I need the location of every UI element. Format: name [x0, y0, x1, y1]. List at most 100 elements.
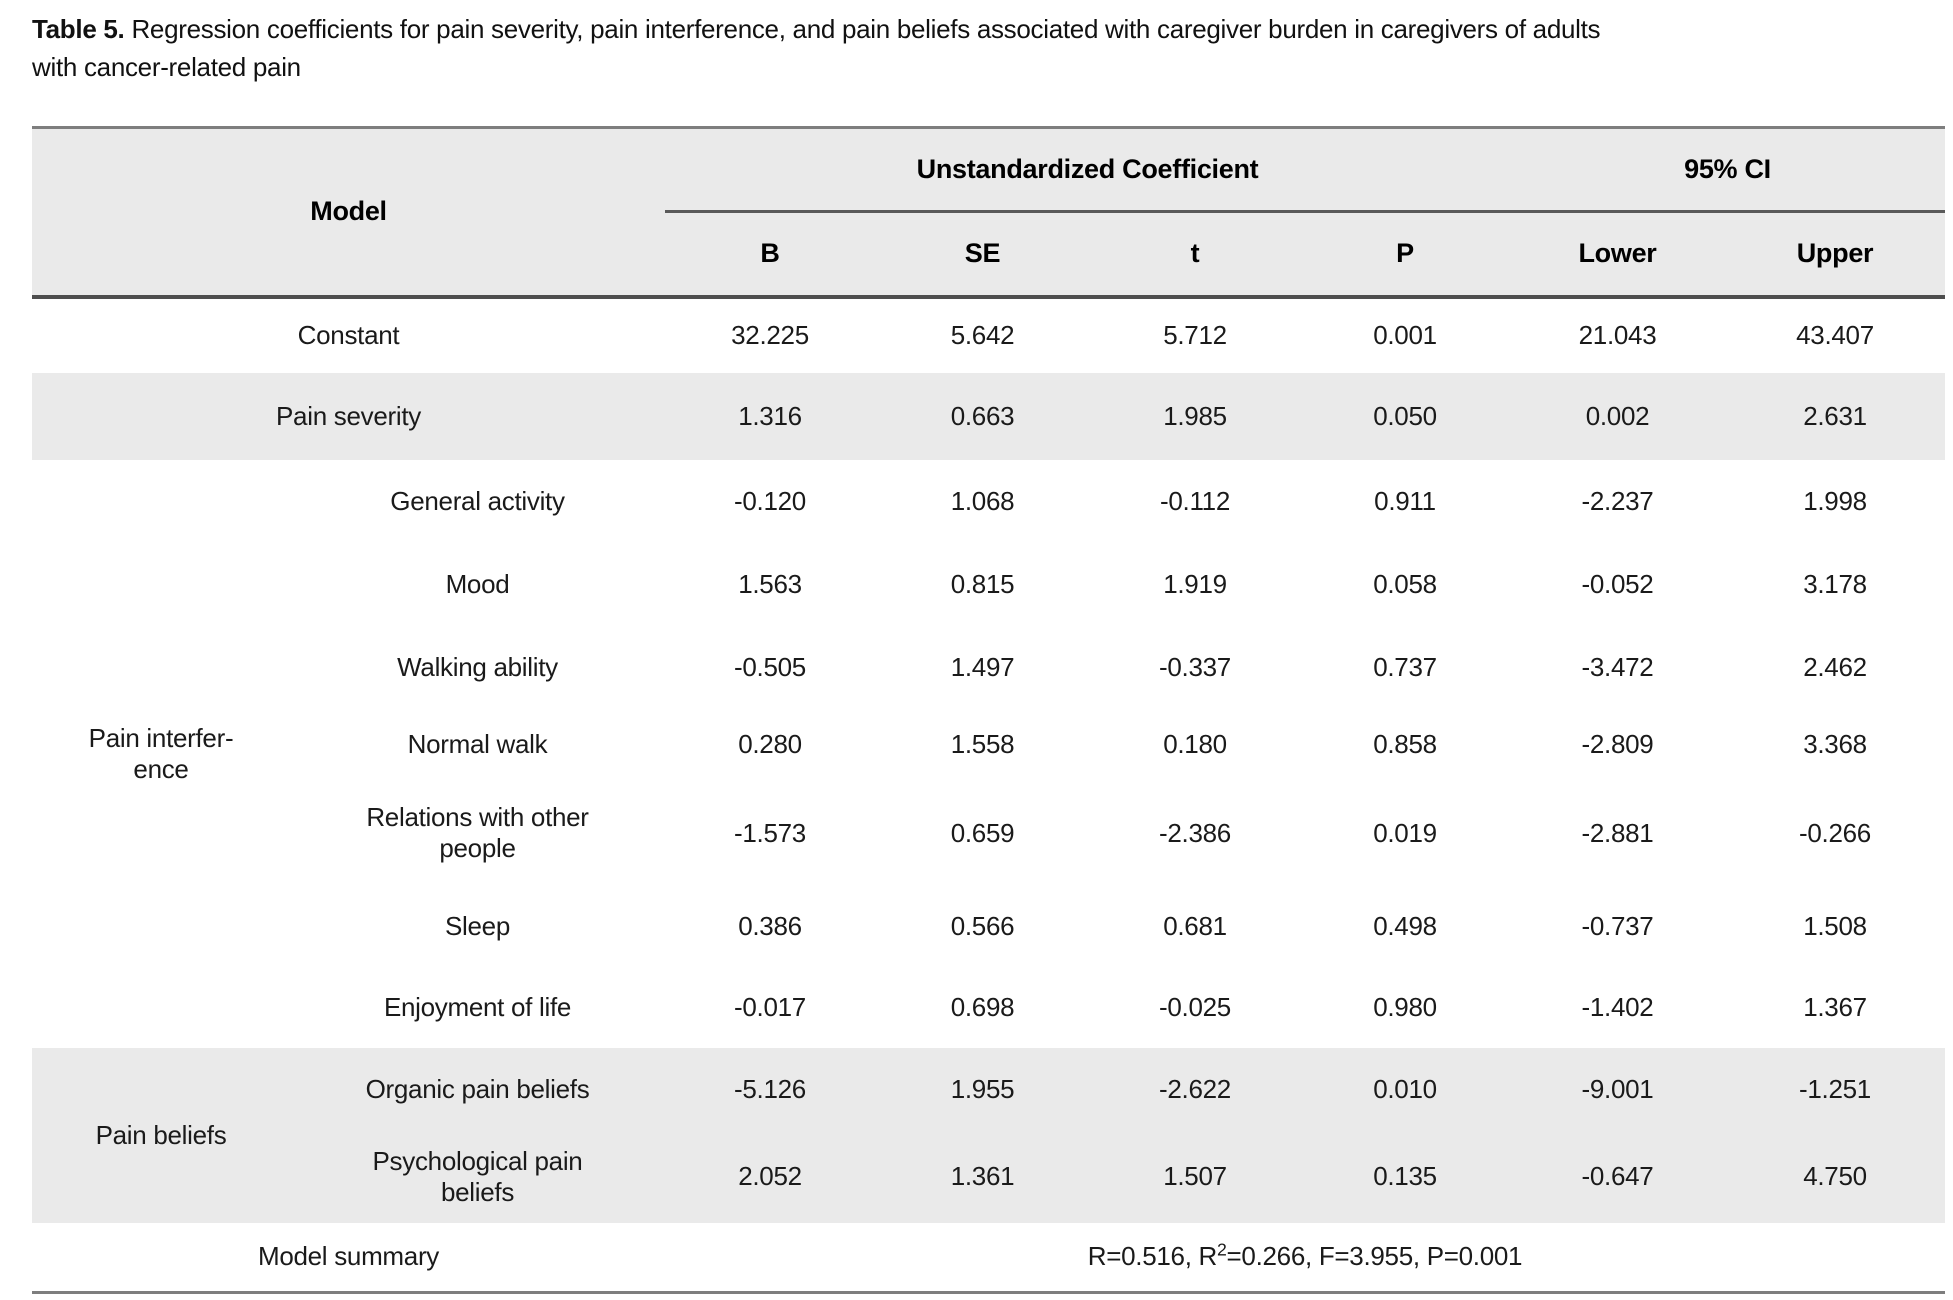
model-summary-label: Model summary — [32, 1222, 665, 1294]
cell-se: 0.663 — [875, 372, 1090, 460]
table-number: Table 5. — [32, 14, 125, 44]
cell-upper: 3.368 — [1803, 729, 1867, 759]
group-label-pain-interference: Pain interfer- ence — [88, 722, 234, 784]
column-header-b: B — [665, 211, 875, 299]
cell-lower: -1.402 — [1581, 992, 1654, 1022]
cell-p: 0.058 — [1373, 568, 1437, 599]
cell-t: -0.025 — [1159, 992, 1231, 1022]
cell-se: 0.698 — [950, 992, 1015, 1022]
cell-b: -5.126 — [665, 1047, 875, 1131]
cell-lower: -9.001 — [1510, 1047, 1725, 1131]
caption-line2: with cancer-related pain — [32, 52, 301, 82]
column-header-model: Model — [32, 127, 665, 299]
cell-t: -2.622 — [1090, 1047, 1300, 1131]
column-header-lower: Lower — [1510, 211, 1725, 299]
row-label: Walking ability — [397, 651, 558, 682]
cell-t: 0.681 — [1163, 911, 1227, 941]
cell-b: -1.573 — [734, 817, 806, 848]
model-summary-rest: =0.266, F=3.955, P=0.001 — [1226, 1241, 1523, 1272]
column-header-p: P — [1300, 211, 1510, 299]
cell-se: 1.068 — [950, 485, 1015, 516]
row-label: Sleep — [445, 911, 510, 942]
cell-b: 1.563 — [738, 568, 802, 599]
model-summary-value: R=0.516, R2=0.266, F=3.955, P=0.001 — [665, 1222, 1945, 1294]
cell-b: -0.505 — [734, 651, 806, 682]
cell-upper: 1.998 — [1803, 485, 1867, 516]
cell-se: 0.815 — [950, 568, 1015, 599]
cell-t: -2.386 — [1159, 817, 1231, 848]
column-header-unstandardized-coefficient: Unstandardized Coefficient — [665, 127, 1510, 213]
cell-t: 1.507 — [1090, 1130, 1300, 1223]
cell-p: 0.050 — [1300, 372, 1510, 460]
cell-lower: 21.043 — [1578, 320, 1657, 350]
cell-p: 0.911 — [1374, 485, 1436, 516]
cell-b: 32.225 — [731, 320, 809, 350]
cell-lower: -3.472 — [1581, 651, 1654, 682]
table-row-pain-severity: Pain severity 1.316 0.663 1.985 0.050 0.… — [32, 372, 1945, 460]
cell-upper: 3.178 — [1803, 568, 1867, 599]
table-row-general-activity: Pain interfer- ence General activity -0.… — [32, 460, 1945, 784]
cell-lower: -2.237 — [1581, 485, 1654, 516]
model-summary-r: R=0.516, R — [1087, 1241, 1218, 1272]
cell-p: 0.858 — [1373, 729, 1437, 759]
table-row-sleep: Sleep 0.386 0.566 0.681 0.498 -0.737 1.5… — [32, 886, 1945, 968]
cell-b: 1.316 — [665, 372, 875, 460]
header-row-sub: B SE t P Lower Upper — [32, 211, 1945, 299]
row-label: Mood — [445, 568, 510, 599]
cell-p: 0.135 — [1300, 1130, 1510, 1223]
cell-upper: 1.508 — [1803, 911, 1867, 941]
cell-se: 1.361 — [875, 1130, 1090, 1223]
table-row-psychological-pain-beliefs: Psychological pain beliefs 2.052 1.361 1… — [32, 1130, 1945, 1223]
table-row-enjoyment-of-life: Enjoyment of life -0.017 0.698 -0.025 0.… — [32, 968, 1945, 1048]
cell-se: 1.955 — [875, 1047, 1090, 1131]
cell-se: 0.566 — [950, 911, 1015, 941]
row-label: Pain severity — [32, 372, 665, 460]
cell-b: 0.386 — [738, 911, 802, 941]
cell-p: 0.001 — [1373, 320, 1437, 350]
table-row-model-summary: Model summary R=0.516, R2=0.266, F=3.955… — [32, 1222, 1945, 1294]
group-label-pain-beliefs: Pain beliefs — [32, 1047, 290, 1223]
regression-table: Model Unstandardized Coefficient 95% CI … — [32, 126, 1945, 1294]
row-label: Constant — [297, 320, 400, 351]
cell-t: 1.985 — [1090, 372, 1300, 460]
cell-t: -0.337 — [1159, 651, 1231, 682]
table-row-mood: Mood 1.563 0.815 1.919 0.058 -0.052 3.17… — [32, 543, 1945, 626]
cell-upper: 1.367 — [1803, 992, 1867, 1022]
cell-lower: -2.881 — [1581, 817, 1654, 848]
row-label: Relations with other people — [366, 802, 589, 863]
cell-upper: 4.750 — [1725, 1130, 1945, 1223]
cell-p: 0.737 — [1373, 651, 1437, 682]
cell-p: 0.019 — [1373, 817, 1437, 848]
cell-b: 0.280 — [738, 729, 802, 759]
r-squared-superscript: 2 — [1217, 1239, 1227, 1260]
cell-se: 0.659 — [950, 817, 1015, 848]
table-row-relations-with-other-people: Relations with other people -1.573 0.659… — [32, 781, 1945, 886]
cell-lower: -0.052 — [1581, 568, 1654, 599]
row-label: Enjoyment of life — [383, 992, 572, 1023]
cell-b: -0.017 — [734, 992, 806, 1022]
column-header-95ci: 95% CI — [1510, 127, 1945, 213]
cell-se: 1.558 — [950, 729, 1015, 759]
row-label: General activity — [390, 485, 565, 516]
cell-lower: 0.002 — [1510, 372, 1725, 460]
table-row-constant: Constant 32.225 5.642 5.712 0.001 21.043… — [32, 297, 1945, 373]
cell-se: 1.497 — [950, 651, 1015, 682]
column-header-upper: Upper — [1725, 211, 1945, 299]
cell-t: 1.919 — [1163, 568, 1227, 599]
cell-se: 5.642 — [950, 320, 1015, 350]
table-row-walking-ability: Walking ability -0.505 1.497 -0.337 0.73… — [32, 626, 1945, 709]
header-row-groups: Model Unstandardized Coefficient 95% CI — [32, 127, 1945, 299]
column-header-se: SE — [875, 211, 1090, 299]
cell-b: 2.052 — [665, 1130, 875, 1223]
row-label: Psychological pain beliefs — [290, 1130, 665, 1223]
cell-upper: -1.251 — [1725, 1047, 1945, 1131]
cell-t: 0.180 — [1163, 729, 1227, 759]
cell-upper: 43.407 — [1796, 320, 1874, 350]
cell-t: -0.112 — [1160, 485, 1230, 516]
cell-p: 0.498 — [1373, 911, 1437, 941]
cell-lower: -2.809 — [1581, 729, 1654, 759]
cell-lower: -0.647 — [1510, 1130, 1725, 1223]
caption-line1: Regression coefficients for pain severit… — [131, 14, 1601, 44]
cell-p: 0.980 — [1373, 992, 1437, 1022]
